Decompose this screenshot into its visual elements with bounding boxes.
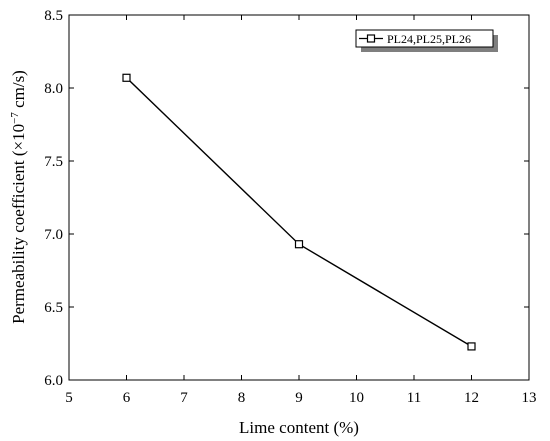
legend: PL24,PL25,PL26 — [355, 29, 498, 52]
data-point-marker — [122, 73, 131, 82]
y-tick-label: 6.0 — [44, 373, 63, 389]
series-layer — [122, 73, 476, 351]
y-tick-label: 7.5 — [44, 154, 63, 170]
y-axis-title-unit: cm/s) — [9, 70, 28, 112]
x-tick-label: 13 — [522, 390, 537, 406]
y-tick-label: 8.0 — [44, 81, 63, 97]
x-tick-label: 5 — [65, 390, 73, 406]
data-point-marker — [294, 240, 304, 249]
y-axis-ticks: 6.0 6.5 7.0 7.5 8.0 8.5 — [44, 8, 529, 389]
series-line — [126, 77, 472, 348]
x-tick-label: 6 — [123, 390, 131, 406]
x-axis-title: Lime content (%) — [239, 418, 359, 437]
legend-marker-square — [366, 34, 376, 43]
data-point-marker — [467, 342, 476, 351]
x-tick-label: 12 — [464, 390, 479, 406]
x-tick-label: 10 — [349, 390, 364, 406]
y-tick-label: 6.5 — [44, 300, 63, 316]
legend-box — [355, 29, 494, 48]
x-tick-label: 9 — [295, 390, 303, 406]
legend-label: PL24,PL25,PL26 — [387, 32, 471, 46]
x-tick-label: 11 — [407, 390, 421, 406]
y-axis-title-main: Permeability coefficient (×10 — [9, 124, 28, 324]
y-axis-title: Permeability coefficient (×10−7 cm/s) — [9, 70, 28, 324]
x-tick-label: 7 — [180, 390, 188, 406]
y-axis-title-exponent: −7 — [9, 112, 21, 124]
y-tick-label: 8.5 — [44, 8, 63, 24]
y-tick-label: 7.0 — [44, 227, 63, 243]
plot-frame — [68, 14, 530, 381]
x-axis-ticks: 5 6 7 8 9 10 11 12 13 — [65, 15, 537, 406]
x-tick-label: 8 — [238, 390, 246, 406]
